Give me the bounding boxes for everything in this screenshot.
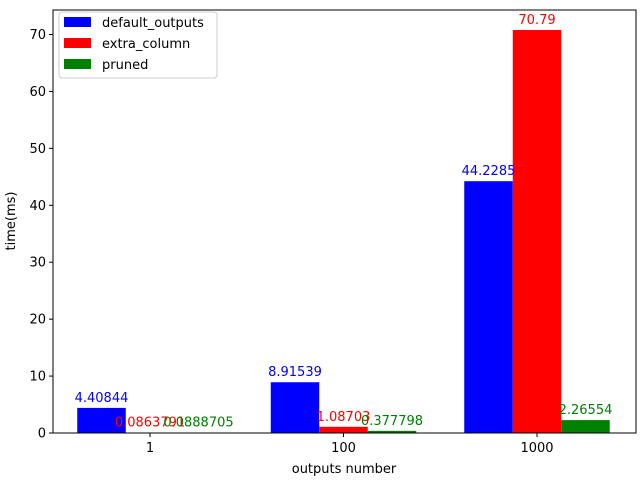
data-label-pruned-100: 0.377798 [361,414,423,429]
y-tick-label: 0 [38,427,46,442]
y-tick-label: 50 [29,142,46,157]
y-axis: 0 10 20 30 40 50 60 70 [29,28,53,442]
data-label-pruned-1000: 2.26554 [559,403,613,418]
bar-extra_column-100 [319,426,368,433]
data-label-default_outputs-1: 4.40844 [75,391,129,406]
data-label-pruned-1: 0.0888705 [163,415,233,430]
x-tick-label: 1000 [520,441,553,456]
x-tick-label: 1 [146,441,154,456]
legend-label-pruned: pruned [102,58,148,73]
legend-swatch-extra_column [64,38,91,48]
data-label-default_outputs-1000: 44.2285 [462,164,516,179]
legend-swatch-pruned [64,59,91,69]
legend-swatch-default_outputs [64,17,91,27]
legend-label-extra_column: extra_column [102,37,190,52]
y-tick-label: 60 [29,85,46,100]
data-label-extra_column-100: 1.08703 [317,410,371,425]
x-tick-label: 100 [331,441,356,456]
y-tick-label: 10 [29,370,46,385]
bar-default_outputs-100 [270,382,320,433]
bar-extra_column-1000 [512,29,562,433]
bars-layer [77,29,610,433]
y-tick-label: 40 [29,199,46,214]
y-tick-label: 20 [29,313,46,328]
legend-label-default_outputs: default_outputs [102,16,204,31]
data-label-extra_column-1000: 70.79 [518,13,555,28]
bar-default_outputs-1 [77,407,126,433]
data-label-extra_column-1: 0.0863791 [115,416,185,431]
plot-frame [52,9,637,434]
data-label-default_outputs-100: 8.91539 [268,365,322,380]
bar-pruned-100 [367,430,417,433]
y-tick-label: 30 [29,256,46,271]
y-tick-label: 70 [29,28,46,43]
y-axis-label: time(ms) [4,192,19,251]
legend-box [58,11,218,79]
x-axis: 1 100 1000 [146,433,554,456]
bar-pruned-1000 [561,420,610,433]
bar-default_outputs-1000 [464,181,513,433]
x-axis-label: outputs number [292,462,397,477]
